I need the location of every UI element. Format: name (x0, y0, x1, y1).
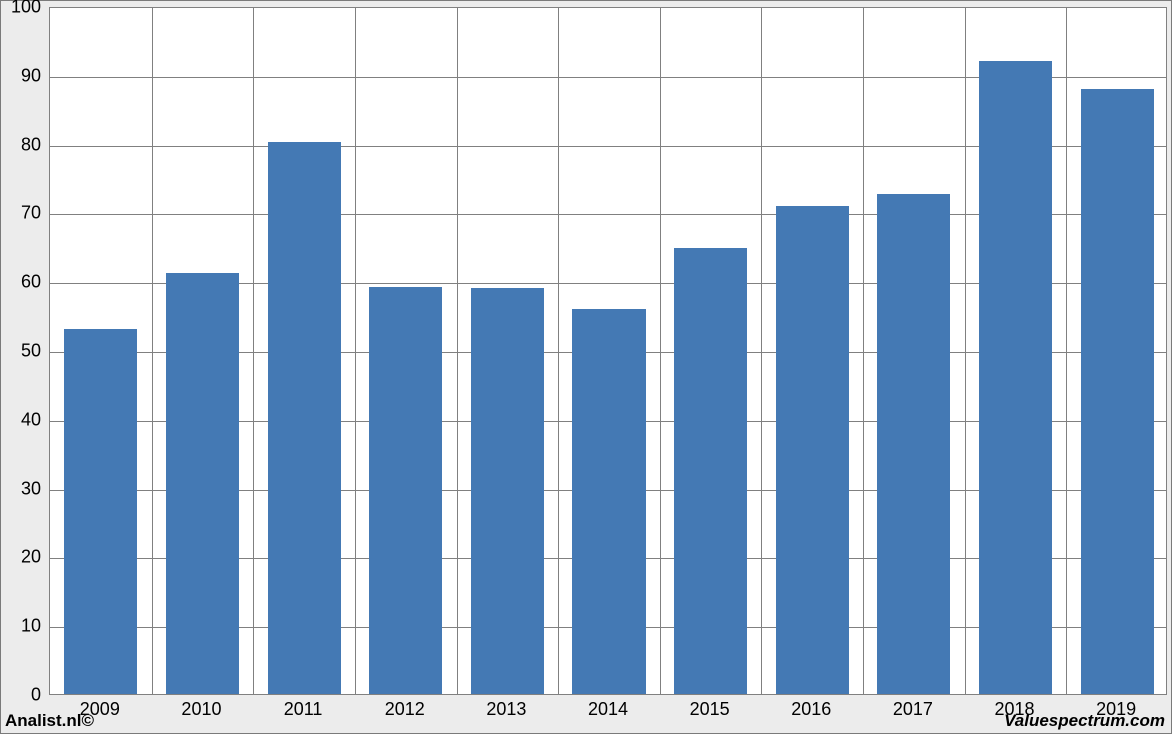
gridline-vertical (355, 8, 356, 694)
y-tick-label: 60 (1, 272, 41, 293)
chart-outer-frame: 0102030405060708090100 20092010201120122… (0, 0, 1172, 734)
bar (877, 194, 950, 694)
gridline-vertical (253, 8, 254, 694)
chart-plot-area (49, 7, 1167, 695)
bar (64, 329, 137, 694)
bar (268, 142, 341, 694)
x-tick-label: 2012 (385, 699, 425, 720)
y-tick-label: 70 (1, 203, 41, 224)
y-tick-label: 20 (1, 547, 41, 568)
bar (369, 287, 442, 694)
gridline-vertical (965, 8, 966, 694)
gridline-vertical (660, 8, 661, 694)
y-tick-label: 40 (1, 409, 41, 430)
y-tick-label: 50 (1, 341, 41, 362)
bar (471, 288, 544, 694)
bar (1081, 89, 1154, 694)
gridline-vertical (761, 8, 762, 694)
gridline-vertical (457, 8, 458, 694)
bar (776, 206, 849, 694)
bar (979, 61, 1052, 694)
gridline-vertical (558, 8, 559, 694)
x-tick-label: 2015 (690, 699, 730, 720)
bar (166, 273, 239, 694)
x-tick-label: 2011 (284, 699, 323, 720)
y-tick-label: 30 (1, 478, 41, 499)
gridline-vertical (863, 8, 864, 694)
x-tick-label: 2016 (791, 699, 831, 720)
footer-left-credit: Analist.nl© (5, 711, 94, 731)
x-tick-label: 2014 (588, 699, 628, 720)
x-tick-label: 2010 (181, 699, 221, 720)
y-tick-label: 100 (1, 0, 41, 18)
footer-right-credit: Valuespectrum.com (1004, 711, 1165, 731)
y-tick-label: 80 (1, 134, 41, 155)
gridline-vertical (152, 8, 153, 694)
y-tick-label: 10 (1, 616, 41, 637)
x-tick-label: 2013 (486, 699, 526, 720)
x-tick-label: 2017 (893, 699, 933, 720)
gridline-vertical (1066, 8, 1067, 694)
y-tick-label: 0 (1, 685, 41, 706)
bar (572, 309, 645, 694)
bar (674, 248, 747, 694)
y-tick-label: 90 (1, 65, 41, 86)
